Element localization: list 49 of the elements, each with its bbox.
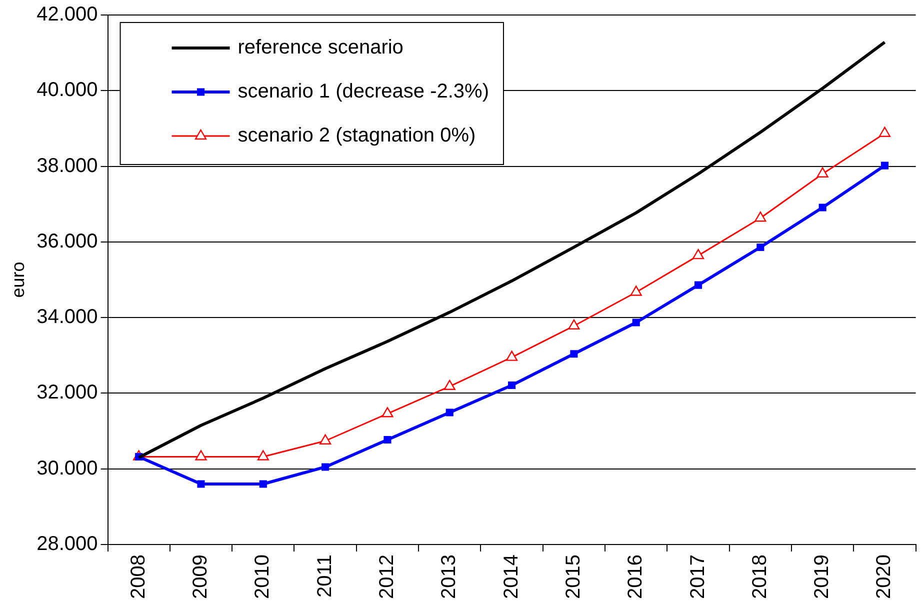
y-tick-label: 30.000 bbox=[36, 457, 98, 480]
x-tick-label: 2014 bbox=[500, 554, 522, 600]
point bbox=[632, 318, 640, 326]
x-tick-label: 2013 bbox=[438, 554, 460, 600]
point bbox=[692, 248, 704, 260]
point bbox=[384, 436, 392, 444]
point bbox=[754, 212, 766, 222]
y-tick-label: 34.000 bbox=[36, 306, 98, 328]
point bbox=[195, 450, 207, 460]
x-tick-label: 2010 bbox=[252, 554, 274, 600]
point bbox=[259, 480, 267, 488]
x-tick-label: 2011 bbox=[314, 554, 336, 598]
point bbox=[382, 407, 394, 418]
point bbox=[506, 350, 518, 361]
point bbox=[630, 286, 642, 296]
x-tick-label: 2009 bbox=[190, 554, 212, 600]
x-tick-label: 2017 bbox=[686, 554, 709, 600]
point bbox=[880, 162, 889, 170]
point bbox=[756, 243, 764, 252]
y-tick-label: 28.000 bbox=[36, 533, 98, 556]
point bbox=[446, 408, 454, 416]
x-tick-label: 2012 bbox=[376, 554, 398, 600]
x-tick-label: 2015 bbox=[562, 554, 584, 600]
legend-label: scenario 1 (decrease -2.3%) bbox=[238, 80, 490, 103]
point bbox=[878, 126, 891, 137]
point bbox=[818, 204, 826, 212]
y-tick-label: 40.000 bbox=[36, 79, 98, 102]
x-tick-label: 2019 bbox=[811, 554, 834, 600]
y-tick-label: 42.000 bbox=[36, 4, 98, 26]
y-tick-label: 32.000 bbox=[36, 382, 98, 404]
x-tick-label: 2018 bbox=[748, 554, 771, 600]
point bbox=[816, 167, 828, 178]
y-tick-label: 38.000 bbox=[36, 154, 98, 177]
y-tick-label: 36.000 bbox=[36, 230, 98, 252]
point bbox=[568, 319, 580, 330]
point bbox=[508, 381, 516, 390]
legend-label: scenario 2 (stagnation 0%) bbox=[238, 124, 476, 147]
x-tick-label: 2016 bbox=[624, 554, 647, 600]
point bbox=[257, 450, 269, 460]
point bbox=[444, 380, 456, 390]
point bbox=[320, 434, 332, 444]
x-tick-label: 2020 bbox=[873, 554, 896, 600]
point bbox=[322, 463, 330, 471]
point bbox=[197, 480, 205, 488]
x-tick-label: 2008 bbox=[127, 554, 150, 600]
point bbox=[694, 281, 702, 289]
y-axis-title: euro bbox=[8, 262, 28, 298]
point bbox=[570, 350, 578, 358]
legend-label: reference scenario bbox=[238, 36, 404, 59]
